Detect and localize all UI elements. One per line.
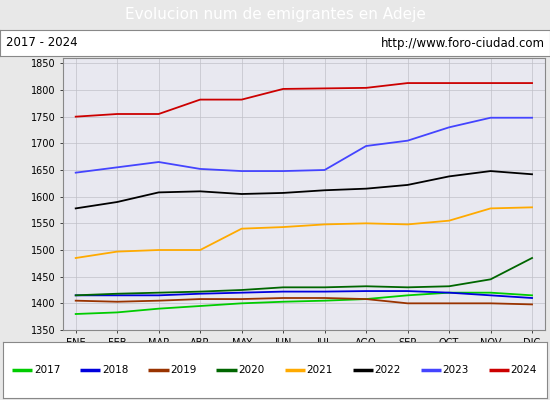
Text: 2023: 2023 bbox=[442, 365, 469, 375]
Text: 2017 - 2024: 2017 - 2024 bbox=[6, 36, 77, 50]
Text: 2021: 2021 bbox=[306, 365, 333, 375]
Text: 2018: 2018 bbox=[102, 365, 129, 375]
Text: 2017: 2017 bbox=[34, 365, 60, 375]
Text: 2019: 2019 bbox=[170, 365, 196, 375]
Text: 2024: 2024 bbox=[510, 365, 537, 375]
Text: 2022: 2022 bbox=[375, 365, 401, 375]
Text: Evolucion num de emigrantes en Adeje: Evolucion num de emigrantes en Adeje bbox=[124, 8, 426, 22]
Text: 2020: 2020 bbox=[238, 365, 265, 375]
Text: http://www.foro-ciudad.com: http://www.foro-ciudad.com bbox=[381, 36, 544, 50]
